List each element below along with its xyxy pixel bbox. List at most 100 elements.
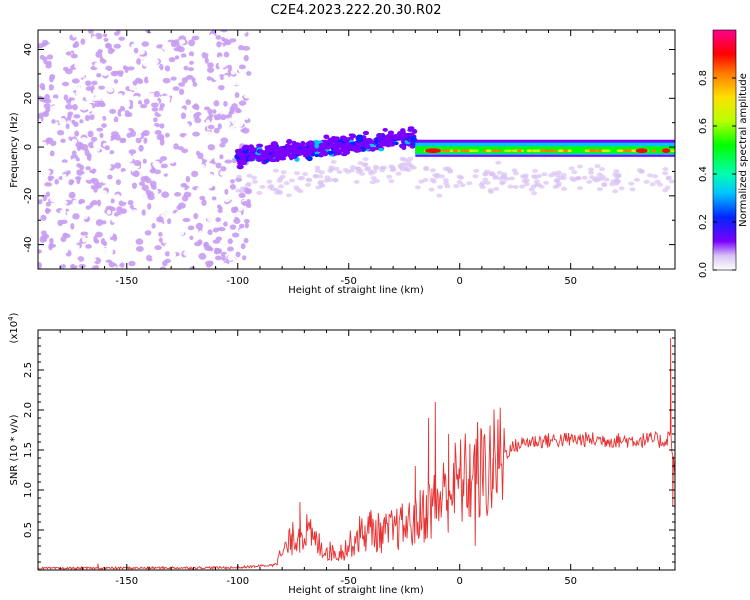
spectrogram-speckle: [108, 261, 116, 268]
spectrogram-speckle: [138, 257, 145, 265]
spectrogram-speckle: [194, 241, 202, 247]
spectrogram-haze: [495, 160, 502, 165]
spectrogram-speckle: [44, 182, 53, 187]
snr-y-tick-label: 2.5: [23, 362, 34, 378]
spectrogram-speckle: [104, 98, 110, 105]
spectrogram-speckle: [180, 112, 187, 120]
spectrogram-speckle: [50, 105, 57, 113]
snr-x-tick-label: -100: [226, 576, 249, 587]
spectrogram-speckle: [176, 66, 182, 72]
snr-y-tick-label: 0.5: [23, 522, 34, 538]
spectrogram-speckle: [197, 152, 204, 160]
spectrogram-speckle: [222, 172, 229, 180]
spectrogram-haze: [532, 175, 539, 180]
spectrogram-haze: [665, 175, 672, 180]
spectrogram-haze: [364, 167, 371, 172]
spectrogram-speckle: [138, 216, 146, 224]
spectrogram-speckle: [195, 208, 202, 215]
spectrogram-speckle: [121, 127, 129, 133]
spectrogram-speckle: [102, 255, 107, 262]
spectrogram-speckle: [229, 125, 236, 131]
spectrogram-speckle: [66, 229, 72, 235]
spectrogram-speckle: [124, 66, 129, 74]
spectrogram-speckle: [96, 127, 104, 132]
spectrogram-speckle: [123, 93, 130, 99]
spectrogram-speckle: [231, 117, 236, 125]
spectrogram-speckle: [75, 69, 81, 76]
spectrogram-speckle: [99, 108, 107, 116]
spectrogram-speckle: [212, 227, 219, 233]
spectrogram-speckle: [156, 79, 162, 84]
spectrogram-speckle: [238, 228, 247, 233]
spectrogram-speckle: [150, 216, 157, 221]
spectrogram-speckle: [62, 233, 71, 239]
spectrogram-speckle: [238, 64, 246, 70]
spectrogram-speckle: [211, 202, 218, 208]
spectrogram-speckle: [46, 54, 54, 60]
spectrogram-speckle: [39, 54, 45, 60]
spectrogram-speckle: [212, 231, 220, 237]
spectrogram-speckle: [159, 156, 168, 162]
spectrogram-speckle: [200, 209, 209, 215]
spectrogram-speckle: [170, 76, 177, 81]
spectrogram-speckle: [211, 167, 218, 173]
spectrogram-band-speckle: [286, 138, 293, 145]
spectrogram-haze: [496, 170, 503, 175]
spectrogram-speckle: [226, 59, 233, 65]
spectrogram-speckle: [203, 106, 211, 111]
spectrogram-speckle: [118, 239, 127, 245]
spectrogram-speckle: [223, 195, 231, 203]
spectrogram-speckle: [131, 154, 137, 160]
spectrogram-speckle: [103, 37, 109, 42]
spectrogram-speckle: [108, 240, 115, 246]
spectrogram-haze: [259, 184, 266, 189]
spectrogram-speckle: [89, 44, 98, 52]
spectrogram-speckle: [87, 130, 94, 138]
spectrogram-speckle: [235, 132, 240, 139]
spectrogram-haze: [657, 182, 664, 187]
spectrogram-speckle: [123, 53, 129, 59]
spectrogram-band-speckle: [382, 127, 388, 132]
spectrogram-speckle: [103, 33, 108, 38]
spectrogram-speckle: [40, 214, 47, 221]
spectrogram-speckle: [240, 76, 246, 82]
spectrogram-speckle: [56, 129, 65, 136]
spectrogram-haze: [327, 168, 334, 173]
spectrogram-speckle: [113, 116, 119, 123]
spectrogram-band-speckle: [410, 136, 417, 141]
spectrogram-speckle: [159, 88, 164, 96]
spectrogram-band-speckle: [256, 143, 264, 148]
spectrogram-speckle: [155, 150, 161, 155]
spectrogram-band-speckle: [400, 128, 406, 133]
spectrogram-haze: [314, 165, 321, 170]
spectrogram-speckle: [106, 209, 112, 215]
spectrogram-speckle: [229, 184, 236, 190]
spectrogram-speckle: [150, 102, 159, 108]
spectrogram-speckle: [86, 154, 92, 162]
spectrogram-speckle: [98, 212, 105, 219]
spectrogram-y-tick-label: -20: [23, 188, 34, 204]
spectrogram-haze: [266, 179, 273, 184]
spectrogram-band-speckle: [249, 147, 257, 153]
spectrogram-haze: [279, 174, 286, 179]
spectrogram-speckle: [178, 88, 185, 96]
spectrogram-speckle: [191, 35, 200, 41]
spectrogram-speckle: [132, 113, 139, 119]
spectrogram-speckle: [145, 263, 152, 269]
spectrogram-speckle: [55, 59, 61, 65]
spectrogram-speckle: [82, 237, 87, 243]
spectrogram-band-speckle: [362, 130, 370, 136]
spectrogram-speckle: [89, 251, 96, 256]
spectrogram-haze: [488, 171, 495, 176]
spectrogram-speckle: [98, 85, 106, 90]
spectrogram-speckle: [68, 143, 75, 149]
spectrogram-speckle: [52, 94, 59, 100]
spectrogram-speckle: [233, 217, 241, 224]
spectrogram-speckle: [129, 130, 136, 138]
spectrogram-speckle: [52, 39, 58, 46]
spectrogram-speckle: [106, 78, 113, 84]
spectrogram-haze: [332, 177, 339, 182]
spectrogram-speckle: [217, 123, 222, 130]
spectrogram-speckle: [195, 67, 200, 74]
spectrogram-speckle: [237, 206, 243, 212]
